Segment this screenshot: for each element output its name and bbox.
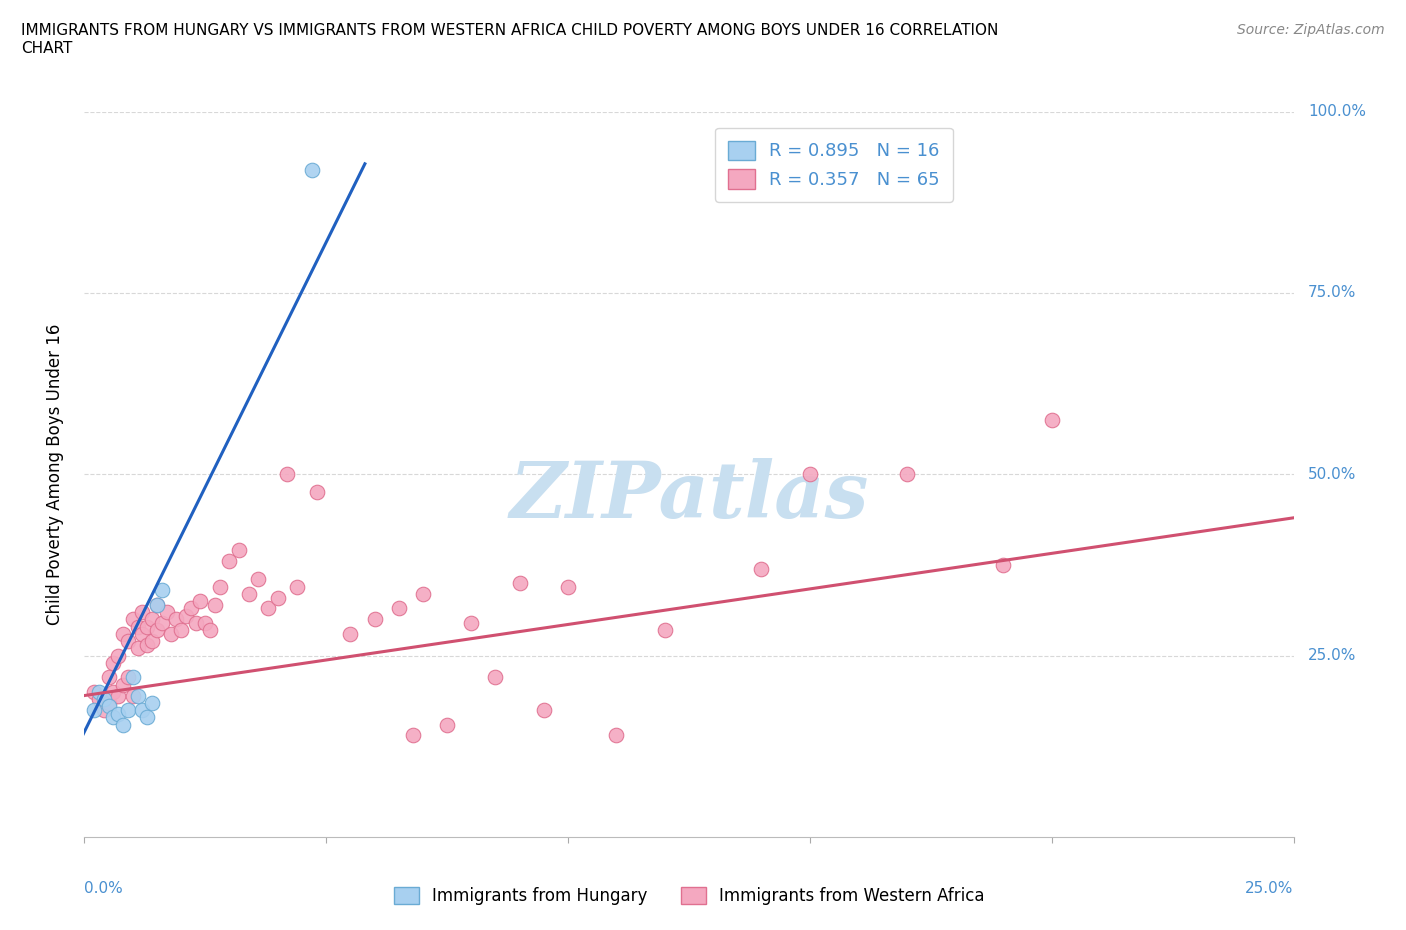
Point: [117, 633, 139, 648]
Point: [112, 677, 135, 692]
Point: [276, 467, 298, 482]
Point: [184, 616, 207, 631]
Text: Source: ZipAtlas.com: Source: ZipAtlas.com: [1237, 23, 1385, 37]
Point: [155, 604, 177, 619]
Point: [654, 623, 676, 638]
Point: [87, 684, 110, 699]
Point: [165, 612, 187, 627]
Point: [107, 648, 129, 663]
Text: 75.0%: 75.0%: [1308, 286, 1357, 300]
Point: [127, 688, 149, 703]
Point: [412, 587, 434, 602]
Point: [127, 619, 149, 634]
Point: [83, 684, 105, 699]
Point: [97, 670, 120, 684]
Point: [103, 656, 125, 671]
Point: [103, 684, 125, 699]
Point: [257, 601, 280, 616]
Point: [131, 627, 153, 642]
Point: [896, 467, 918, 482]
Point: [174, 608, 197, 623]
Point: [388, 601, 411, 616]
Point: [131, 604, 153, 619]
Point: [436, 717, 458, 732]
Point: [146, 597, 169, 612]
Point: [194, 616, 217, 631]
Point: [97, 699, 120, 714]
Point: [83, 703, 105, 718]
Point: [301, 162, 323, 177]
Point: [267, 591, 290, 605]
Text: ZIPatlas: ZIPatlas: [509, 458, 869, 535]
Point: [146, 623, 169, 638]
Legend: Immigrants from Hungary, Immigrants from Western Africa: Immigrants from Hungary, Immigrants from…: [387, 881, 991, 912]
Point: [190, 594, 212, 609]
Point: [198, 623, 221, 638]
Point: [112, 717, 135, 732]
Y-axis label: Child Poverty Among Boys Under 16: Child Poverty Among Boys Under 16: [45, 324, 63, 625]
Point: [107, 688, 129, 703]
Point: [180, 601, 202, 616]
Point: [557, 579, 579, 594]
Point: [121, 612, 143, 627]
Point: [146, 597, 169, 612]
Point: [247, 572, 270, 587]
Text: 100.0%: 100.0%: [1308, 104, 1367, 119]
Point: [141, 612, 163, 627]
Point: [204, 597, 226, 612]
Point: [285, 579, 308, 594]
Point: [305, 485, 328, 500]
Point: [1040, 413, 1063, 428]
Point: [533, 703, 555, 718]
Point: [228, 543, 250, 558]
Point: [93, 692, 115, 707]
Point: [208, 579, 231, 594]
Point: [103, 710, 125, 724]
Point: [605, 728, 627, 743]
Point: [238, 587, 260, 602]
Point: [117, 670, 139, 684]
Text: 25.0%: 25.0%: [1246, 881, 1294, 896]
Point: [339, 627, 361, 642]
Point: [131, 703, 153, 718]
Point: [484, 670, 506, 684]
Point: [402, 728, 425, 743]
Point: [160, 627, 183, 642]
Point: [218, 554, 240, 569]
Point: [150, 616, 173, 631]
Point: [363, 612, 385, 627]
Point: [97, 696, 120, 711]
Point: [112, 627, 135, 642]
Point: [150, 583, 173, 598]
Point: [141, 696, 163, 711]
Point: [93, 703, 115, 718]
Text: 50.0%: 50.0%: [1308, 467, 1357, 482]
Point: [136, 710, 159, 724]
Point: [136, 619, 159, 634]
Point: [751, 561, 773, 576]
Text: IMMIGRANTS FROM HUNGARY VS IMMIGRANTS FROM WESTERN AFRICA CHILD POVERTY AMONG BO: IMMIGRANTS FROM HUNGARY VS IMMIGRANTS FR…: [21, 23, 998, 56]
Point: [136, 637, 159, 652]
Point: [170, 623, 193, 638]
Point: [107, 706, 129, 721]
Point: [117, 703, 139, 718]
Point: [509, 576, 531, 591]
Point: [121, 688, 143, 703]
Point: [87, 692, 110, 707]
Point: [993, 558, 1015, 573]
Text: 0.0%: 0.0%: [84, 881, 124, 896]
Point: [141, 633, 163, 648]
Point: [799, 467, 821, 482]
Point: [460, 616, 482, 631]
Point: [121, 670, 143, 684]
Point: [127, 641, 149, 656]
Text: 25.0%: 25.0%: [1308, 648, 1357, 663]
